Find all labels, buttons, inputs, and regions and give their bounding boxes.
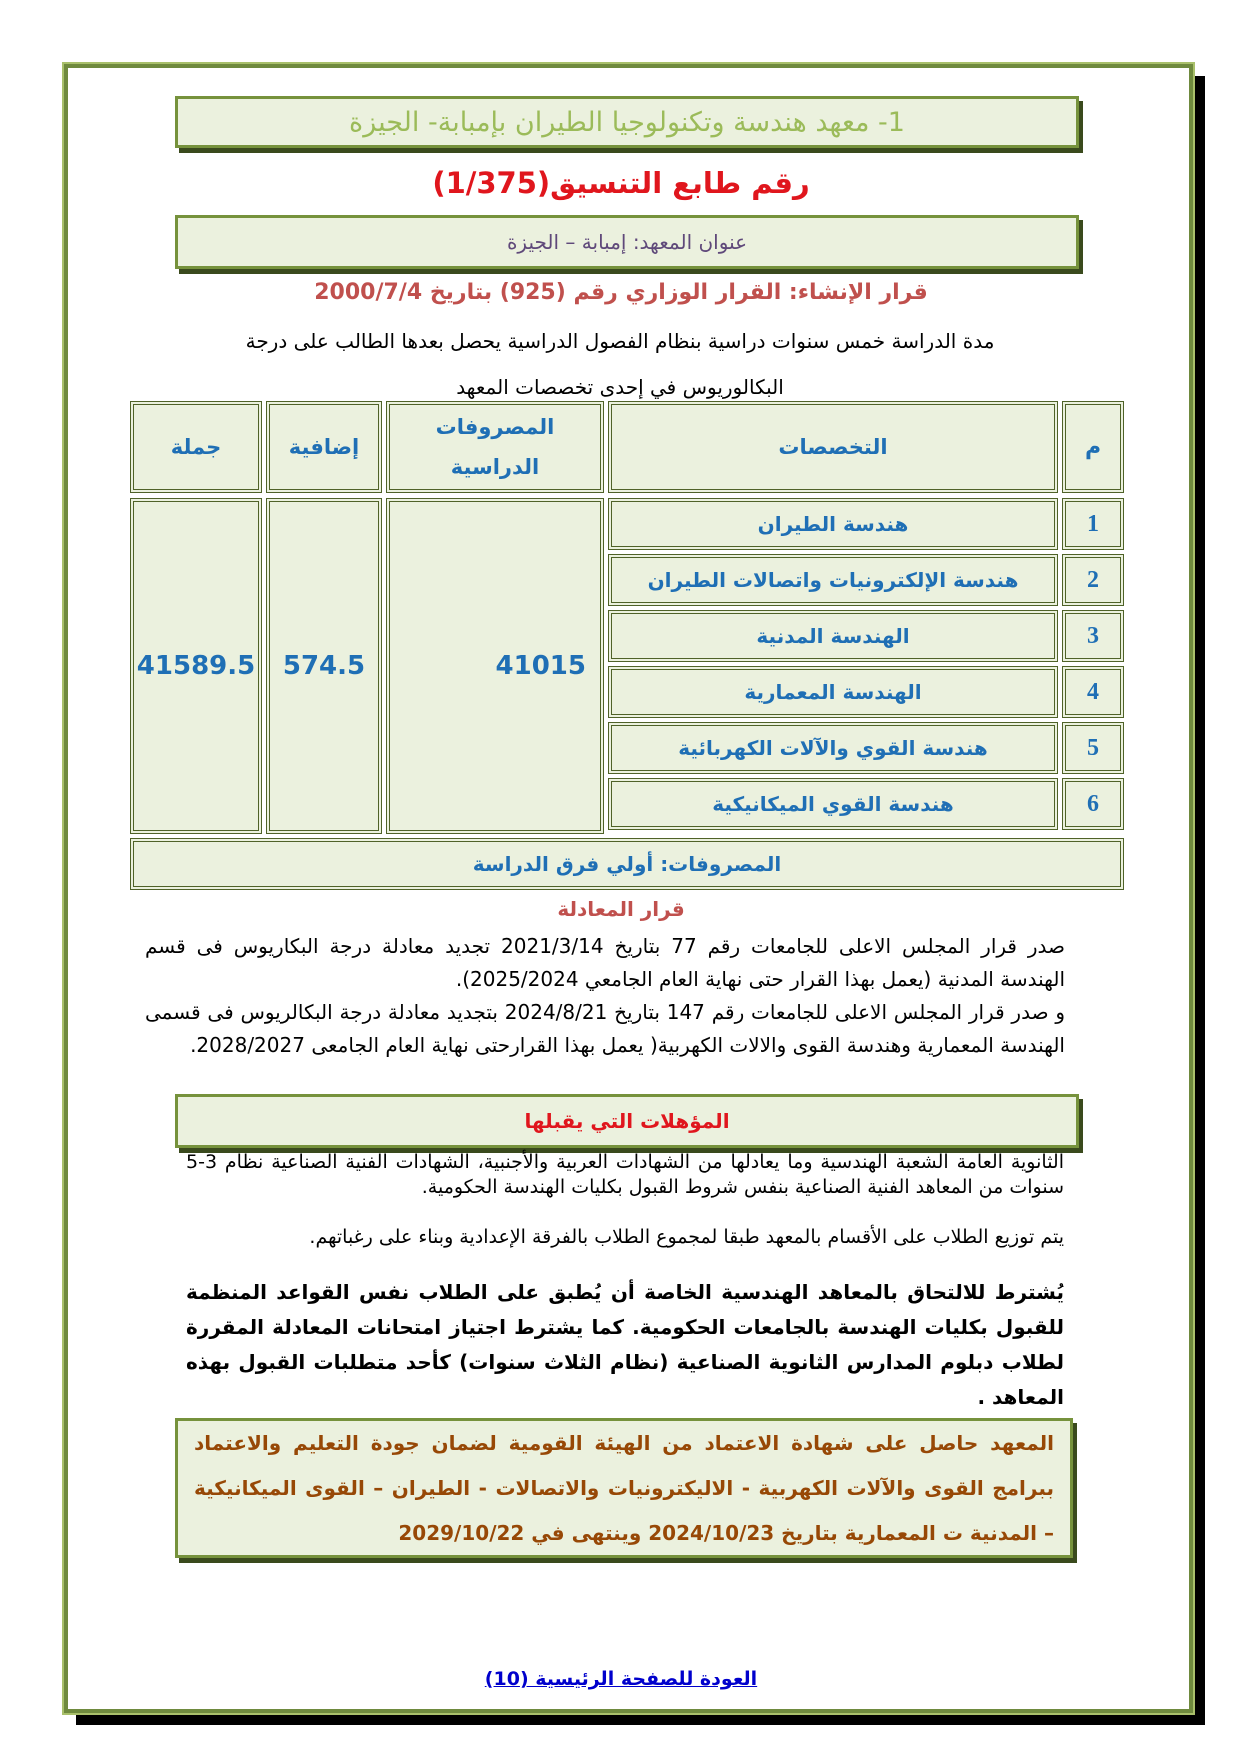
total-value: 41589.5 bbox=[130, 498, 262, 834]
header-tuition: المصروفات الدراسية bbox=[386, 401, 604, 493]
specialization-name: هندسة القوي والآلات الكهربائية bbox=[608, 722, 1058, 774]
row-number: 2 bbox=[1062, 554, 1124, 606]
row-number: 6 bbox=[1062, 778, 1124, 830]
qualifications-paragraph-2: يتم توزيع الطلاب على الأقسام بالمعهد طبق… bbox=[309, 1226, 1064, 1248]
row-number: 3 bbox=[1062, 610, 1124, 662]
header-no: م bbox=[1062, 401, 1124, 493]
specialization-name: الهندسة المدنية bbox=[608, 610, 1058, 662]
qualifications-paragraph-1: الثانوية العامة الشعبة الهندسية وما يعاد… bbox=[186, 1151, 1064, 1198]
study-duration: مدة الدراسة خمس سنوات دراسية بنظام الفصو… bbox=[245, 329, 995, 399]
establishment-decree: قرار الإنشاء: القرار الوزاري رقم (925) ب… bbox=[314, 280, 928, 305]
institute-title-box: 1- معهد هندسة وتكنولوجيا الطيران بإمبابة… bbox=[175, 96, 1079, 148]
row-number: 4 bbox=[1062, 666, 1124, 718]
specialization-name: هندسة الطيران bbox=[608, 498, 1058, 550]
qualifications-paragraph-3: يُشترط للالتحاق بالمعاهد الهندسية الخاصة… bbox=[186, 1280, 1064, 1409]
specialization-name: هندسة الإلكترونيات واتصالات الطيران bbox=[608, 554, 1058, 606]
coordination-code: رقم طابع التنسيق(1/375) bbox=[432, 166, 810, 200]
specialization-name: الهندسة المعمارية bbox=[608, 666, 1058, 718]
address-box: عنوان المعهد: إمبابة – الجيزة bbox=[175, 215, 1079, 269]
specialization-name: هندسة القوي الميكانيكية bbox=[608, 778, 1058, 830]
institute-address: عنوان المعهد: إمبابة – الجيزة bbox=[506, 230, 748, 254]
back-to-home-link[interactable]: العودة للصفحة الرئيسية (10) bbox=[484, 1668, 758, 1690]
equivalence-heading: قرار المعادلة bbox=[557, 897, 685, 921]
row-number: 1 bbox=[1062, 498, 1124, 550]
row-number: 5 bbox=[1062, 722, 1124, 774]
accreditation-text: المعهد حاصل على شهادة الاعتماد من الهيئة… bbox=[194, 1430, 1054, 1545]
equivalence-paragraph-2: و صدر قرار المجلس الاعلى للجامعات رقم 14… bbox=[145, 1000, 1065, 1057]
header-additional: إضافية bbox=[266, 401, 382, 493]
header-total: جملة bbox=[130, 401, 262, 493]
table-footer: المصروفات: أولي فرق الدراسة bbox=[130, 838, 1124, 890]
header-specialization: التخصصات bbox=[608, 401, 1058, 493]
additional-value: 574.5 bbox=[266, 498, 382, 834]
equivalence-paragraph-1: صدر قرار المجلس الاعلى للجامعات رقم 77 ب… bbox=[145, 934, 1066, 991]
accreditation-box: المعهد حاصل على شهادة الاعتماد من الهيئة… bbox=[175, 1418, 1073, 1558]
qualifications-box: المؤهلات التي يقبلها bbox=[175, 1094, 1079, 1148]
institute-title: 1- معهد هندسة وتكنولوجيا الطيران بإمبابة… bbox=[349, 106, 905, 138]
back-link-wrap: العودة للصفحة الرئيسية (10) bbox=[0, 1668, 1242, 1690]
qualifications-heading: المؤهلات التي يقبلها bbox=[524, 1109, 730, 1133]
tuition-value: 41015 bbox=[386, 498, 604, 834]
